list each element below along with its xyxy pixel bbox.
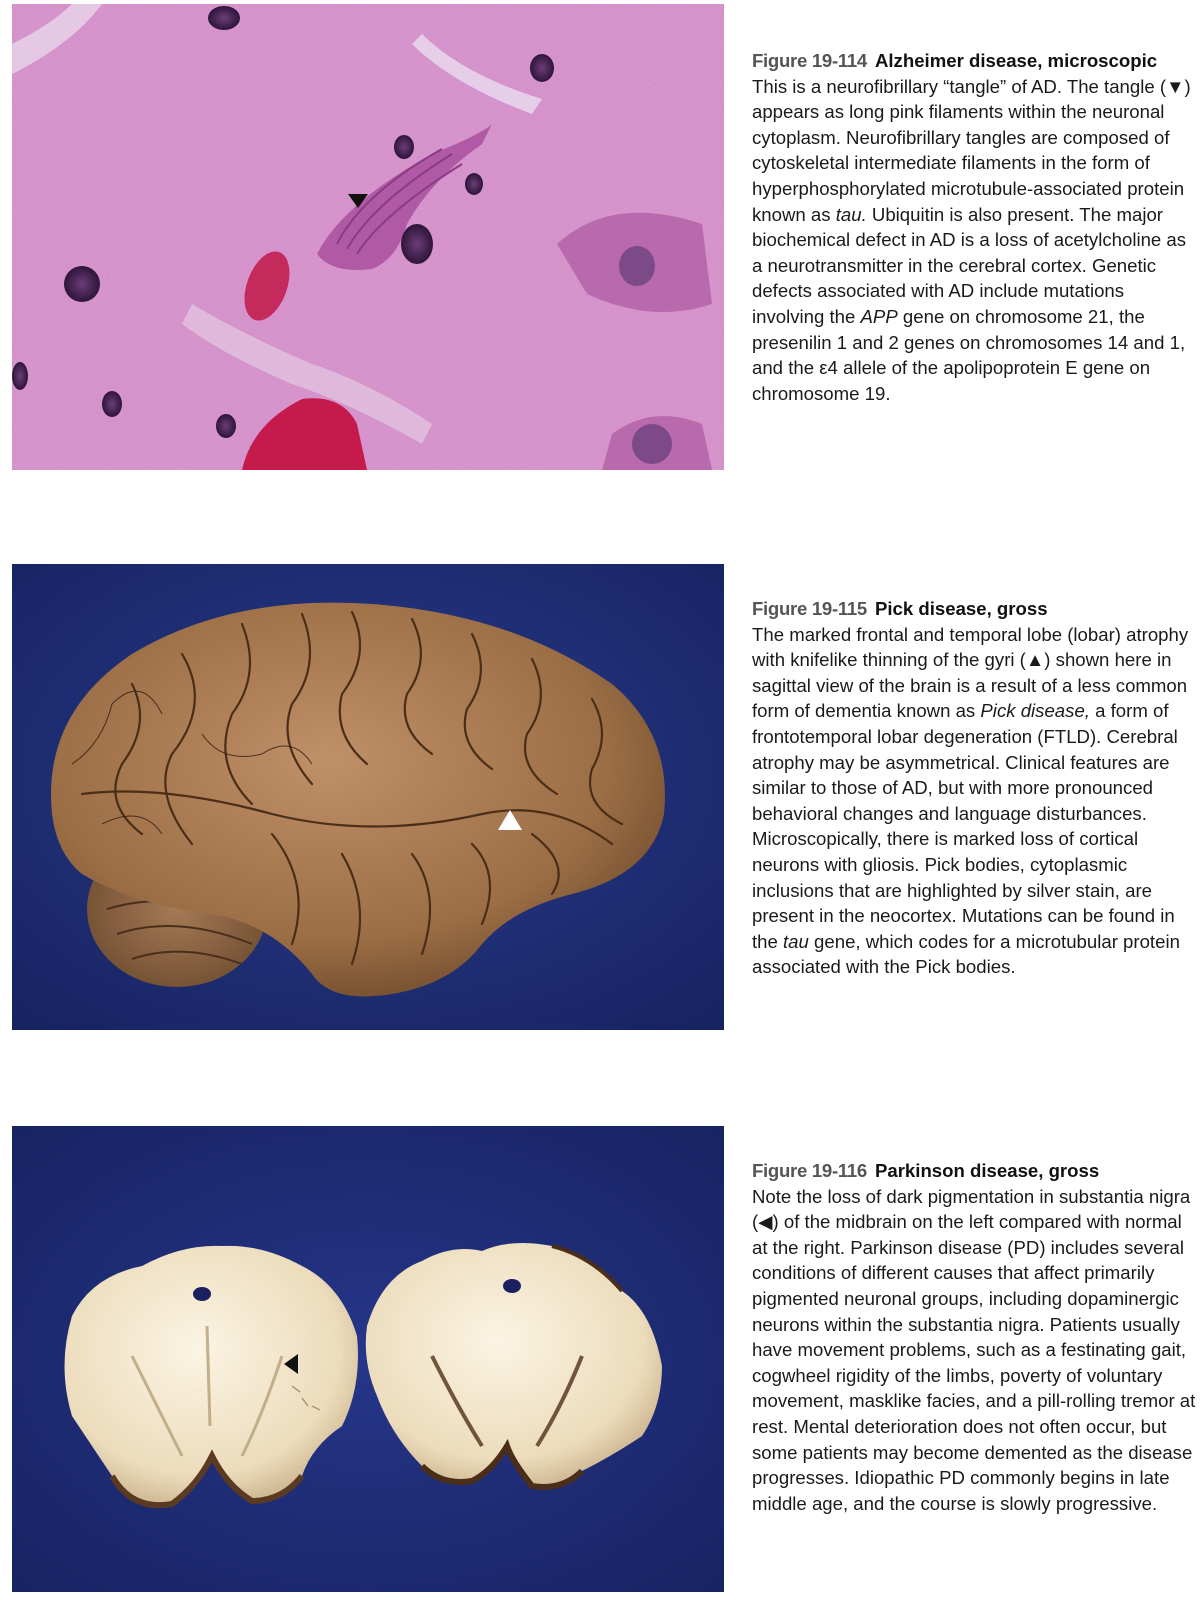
figure-number: Figure 19-114 — [752, 50, 867, 71]
caption-text: ) shown here in sagittal view of the bra… — [752, 649, 1188, 722]
caption-text: ) of the midbrain on the left compared w… — [752, 1211, 1196, 1514]
caption-text: ) appears as long pink filaments within … — [752, 75, 1191, 225]
left-arrow-icon: ◀ — [758, 1211, 773, 1233]
figure-number: Figure 19-116 — [752, 1160, 867, 1181]
figure-body: Note the loss of dark pigmentation in su… — [752, 1184, 1200, 1517]
figure-heading: Figure 19-116 Parkinson disease, gross — [752, 1158, 1200, 1184]
figure-body: This is a neurofibrillary “tangle” of AD… — [752, 74, 1200, 407]
caption-text: Note the loss of dark pigmentation in su… — [752, 1185, 1191, 1233]
figure-caption: Figure 19-114 Alzheimer disease, microsco… — [752, 48, 1200, 406]
caption-text: This is a neurofibrillary “tangle” of AD… — [752, 75, 1167, 97]
caption-italic: tau. — [835, 203, 867, 225]
caption-italic: Pick disease, — [980, 700, 1090, 722]
caption-text: gene on chromosome 21, the presenilin 1 … — [752, 305, 1186, 404]
parkinson-midbrain-photo — [12, 1126, 724, 1592]
figure-number: Figure 19-115 — [752, 598, 867, 619]
caption-text: a form of frontotemporal lobar degenerat… — [752, 700, 1178, 952]
figure-title: Pick disease, gross — [874, 598, 1048, 619]
alzheimer-micrograph — [12, 4, 724, 470]
figure-heading: Figure 19-114 Alzheimer disease, microsco… — [752, 48, 1200, 74]
caption-text: Ubiquitin is also present. The major bio… — [752, 203, 1187, 327]
up-arrow-icon: ▲ — [1025, 649, 1045, 671]
caption-italic: tau — [783, 930, 809, 952]
figure-title: Parkinson disease, gross — [874, 1160, 1100, 1181]
caption-text: The marked frontal and temporal lobe (lo… — [752, 623, 1189, 671]
figure-body: The marked frontal and temporal lobe (lo… — [752, 622, 1200, 980]
figure-title: Alzheimer disease, microscopic — [874, 50, 1158, 71]
figure-caption: Figure 19-115 Pick disease, gross The mar… — [752, 596, 1200, 980]
down-arrow-icon: ▼ — [1166, 75, 1185, 97]
figure-heading: Figure 19-115 Pick disease, gross — [752, 596, 1200, 622]
caption-text: gene, which codes for a microtubular pro… — [752, 930, 1180, 978]
pick-disease-brain-photo — [12, 564, 724, 1030]
figure-caption: Figure 19-116 Parkinson disease, gross No… — [752, 1158, 1200, 1516]
caption-italic: APP — [860, 305, 898, 327]
